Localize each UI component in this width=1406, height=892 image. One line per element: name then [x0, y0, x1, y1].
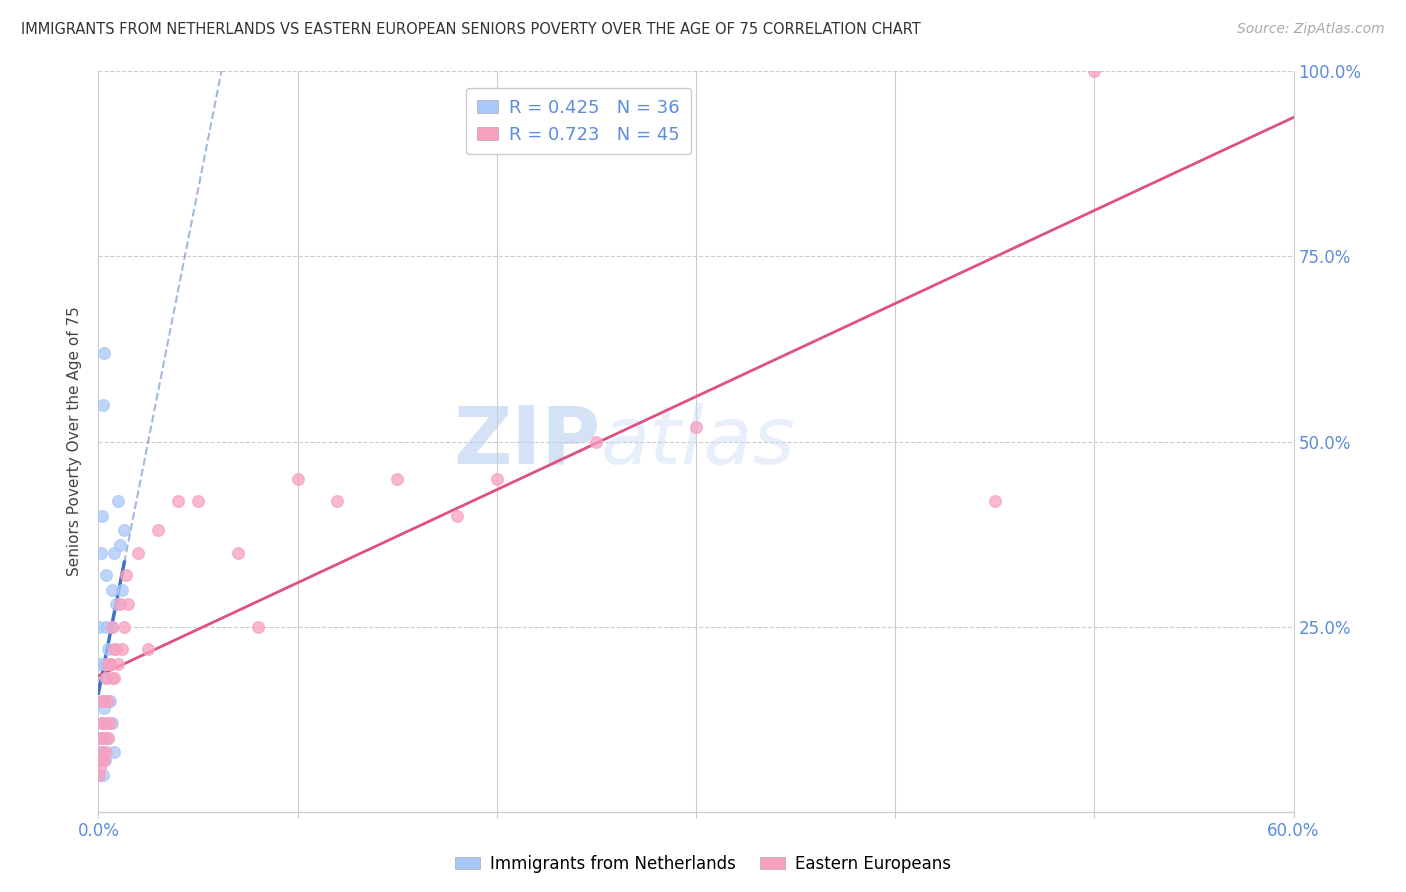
- Legend: R = 0.425   N = 36, R = 0.723   N = 45: R = 0.425 N = 36, R = 0.723 N = 45: [465, 87, 690, 154]
- Point: [90, 746, 112, 760]
- Point: [167, 493, 190, 508]
- Point: [101, 582, 124, 597]
- Point: [103, 546, 125, 560]
- Point: [97, 657, 120, 671]
- Point: [96, 619, 118, 633]
- Text: ZIP: ZIP: [453, 402, 600, 481]
- Point: [93, 694, 115, 708]
- Point: [93, 731, 115, 745]
- Point: [91, 715, 114, 730]
- Point: [385, 471, 409, 485]
- Point: [97, 694, 120, 708]
- Point: [91, 694, 114, 708]
- Point: [107, 493, 129, 508]
- Point: [187, 493, 209, 508]
- Point: [111, 641, 134, 656]
- Point: [115, 567, 138, 582]
- Point: [96, 672, 118, 686]
- Point: [117, 598, 139, 612]
- Point: [136, 641, 159, 656]
- Point: [112, 619, 135, 633]
- Point: [89, 619, 111, 633]
- Point: [127, 546, 149, 560]
- Point: [111, 582, 134, 597]
- Point: [89, 657, 111, 671]
- Point: [89, 731, 111, 745]
- Point: [96, 567, 118, 582]
- Point: [446, 508, 468, 523]
- Point: [91, 508, 114, 523]
- Point: [91, 746, 114, 760]
- Point: [90, 746, 112, 760]
- Point: [96, 715, 118, 730]
- Point: [103, 641, 125, 656]
- Point: [98, 657, 122, 671]
- Point: [107, 657, 129, 671]
- Point: [148, 524, 170, 538]
- Point: [287, 471, 309, 485]
- Point: [101, 619, 124, 633]
- Point: [93, 731, 115, 745]
- Legend: Immigrants from Netherlands, Eastern Europeans: Immigrants from Netherlands, Eastern Eur…: [449, 848, 957, 880]
- Point: [98, 694, 122, 708]
- Point: [101, 715, 124, 730]
- Y-axis label: Seniors Poverty Over the Age of 75: Seniors Poverty Over the Age of 75: [67, 307, 83, 576]
- Point: [89, 767, 111, 781]
- Point: [984, 493, 1007, 508]
- Point: [90, 546, 112, 560]
- Point: [94, 753, 117, 767]
- Point: [98, 657, 122, 671]
- Point: [89, 767, 111, 781]
- Point: [97, 731, 120, 745]
- Point: [93, 767, 115, 781]
- Point: [93, 701, 115, 715]
- Point: [105, 641, 128, 656]
- Point: [685, 419, 707, 434]
- Point: [246, 619, 269, 633]
- Point: [101, 619, 124, 633]
- Point: [93, 657, 115, 671]
- Point: [97, 731, 120, 745]
- Point: [585, 434, 607, 449]
- Point: [110, 538, 132, 552]
- Text: Source: ZipAtlas.com: Source: ZipAtlas.com: [1237, 22, 1385, 37]
- Point: [90, 731, 112, 745]
- Point: [1083, 64, 1105, 78]
- Point: [89, 760, 111, 774]
- Point: [91, 715, 114, 730]
- Point: [103, 672, 125, 686]
- Point: [103, 746, 125, 760]
- Text: atlas: atlas: [600, 402, 796, 481]
- Point: [101, 672, 124, 686]
- Point: [93, 753, 115, 767]
- Point: [93, 345, 115, 359]
- Point: [98, 715, 122, 730]
- Point: [91, 753, 114, 767]
- Point: [112, 524, 135, 538]
- Point: [110, 598, 132, 612]
- Point: [96, 746, 118, 760]
- Text: IMMIGRANTS FROM NETHERLANDS VS EASTERN EUROPEAN SENIORS POVERTY OVER THE AGE OF : IMMIGRANTS FROM NETHERLANDS VS EASTERN E…: [21, 22, 921, 37]
- Point: [97, 641, 120, 656]
- Point: [91, 694, 114, 708]
- Point: [97, 657, 120, 671]
- Point: [93, 398, 115, 412]
- Point: [485, 471, 508, 485]
- Point: [96, 672, 118, 686]
- Point: [89, 753, 111, 767]
- Point: [105, 598, 128, 612]
- Point: [226, 546, 249, 560]
- Point: [326, 493, 349, 508]
